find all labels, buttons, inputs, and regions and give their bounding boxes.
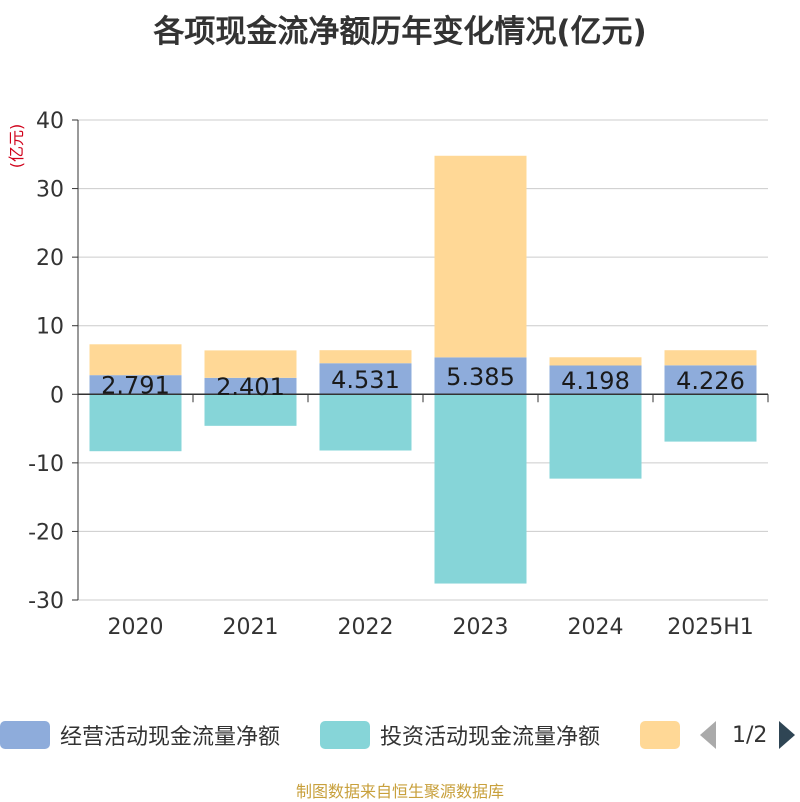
- bar-2024-series-2: [549, 357, 642, 366]
- bar-2022-series-2: [319, 350, 412, 364]
- legend-swatch-investing: [320, 721, 370, 749]
- data-label: 5.385: [446, 363, 515, 391]
- bar-2020-series-1: [89, 394, 182, 452]
- data-label: 2.401: [216, 373, 285, 401]
- bar-2025H1-series-1: [664, 394, 757, 442]
- y-tick-label: 10: [36, 315, 64, 340]
- bar-2021-series-2: [204, 350, 297, 378]
- y-tick-label: -30: [28, 589, 64, 614]
- chart-title: 各项现金流净额历年变化情况(亿元): [153, 14, 647, 50]
- bar-2022-series-1: [319, 394, 412, 451]
- y-axis-label: (亿元): [7, 124, 26, 169]
- legend: 经营活动现金流量净额 投资活动现金流量净额 1/2: [0, 716, 800, 756]
- y-tick-label: -10: [28, 452, 64, 477]
- cash-flow-chart: -30 -20 -10 0 10 20 30 40 (亿元) 2020 2021 2022 2023 20…: [7, 109, 769, 640]
- legend-label-operating: 经营活动现金流量净额: [60, 725, 281, 750]
- legend-swatch-operating: [0, 721, 50, 749]
- data-label: 4.531: [331, 366, 400, 394]
- bar-2024-series-1: [549, 394, 642, 479]
- data-label: 4.226: [676, 367, 745, 395]
- bar-2021-series-1: [204, 394, 297, 426]
- legend-pager: 1/2: [700, 718, 796, 752]
- legend-item-investing[interactable]: 投资活动现金流量净额: [320, 718, 600, 752]
- data-label: 4.198: [561, 367, 630, 395]
- legend-item-financing[interactable]: [640, 718, 680, 752]
- bar-2023-series-2: [434, 155, 527, 358]
- y-tick-label: 40: [36, 109, 64, 134]
- bar-2025H1-series-0: [664, 365, 757, 395]
- bar-2021-series-0: [204, 377, 297, 395]
- y-tick-label: 20: [36, 246, 64, 271]
- bar-2020-series-0: [89, 375, 182, 395]
- x-tick-label: 2023: [453, 615, 509, 640]
- x-tick-label: 2020: [108, 615, 164, 640]
- x-tick-label: 2022: [338, 615, 394, 640]
- bar-2023-series-1: [434, 394, 527, 584]
- y-tick-label: -20: [28, 520, 64, 545]
- legend-page-indicator: 1/2: [732, 722, 768, 748]
- legend-prev-icon[interactable]: [700, 721, 716, 749]
- bar-2024-series-0: [549, 365, 642, 395]
- legend-item-operating[interactable]: 经营活动现金流量净额: [0, 718, 280, 752]
- bar-2025H1-series-2: [664, 350, 757, 366]
- legend-swatch-financing: [640, 721, 680, 749]
- legend-next-icon[interactable]: [779, 721, 796, 749]
- bar-2023-series-0: [434, 357, 527, 395]
- x-tick-label: 2025H1: [667, 615, 754, 640]
- y-tick-label: 0: [50, 383, 64, 408]
- legend-label-investing: 投资活动现金流量净额: [380, 725, 601, 750]
- x-tick-label: 2024: [568, 615, 624, 640]
- data-label: 2.791: [101, 372, 170, 400]
- bar-2020-series-2: [89, 344, 182, 376]
- bar-2022-series-0: [319, 363, 412, 395]
- y-tick-label: 30: [36, 178, 64, 203]
- x-tick-label: 2021: [223, 615, 279, 640]
- source-note: 制图数据来自恒生聚源数据库: [295, 782, 504, 801]
